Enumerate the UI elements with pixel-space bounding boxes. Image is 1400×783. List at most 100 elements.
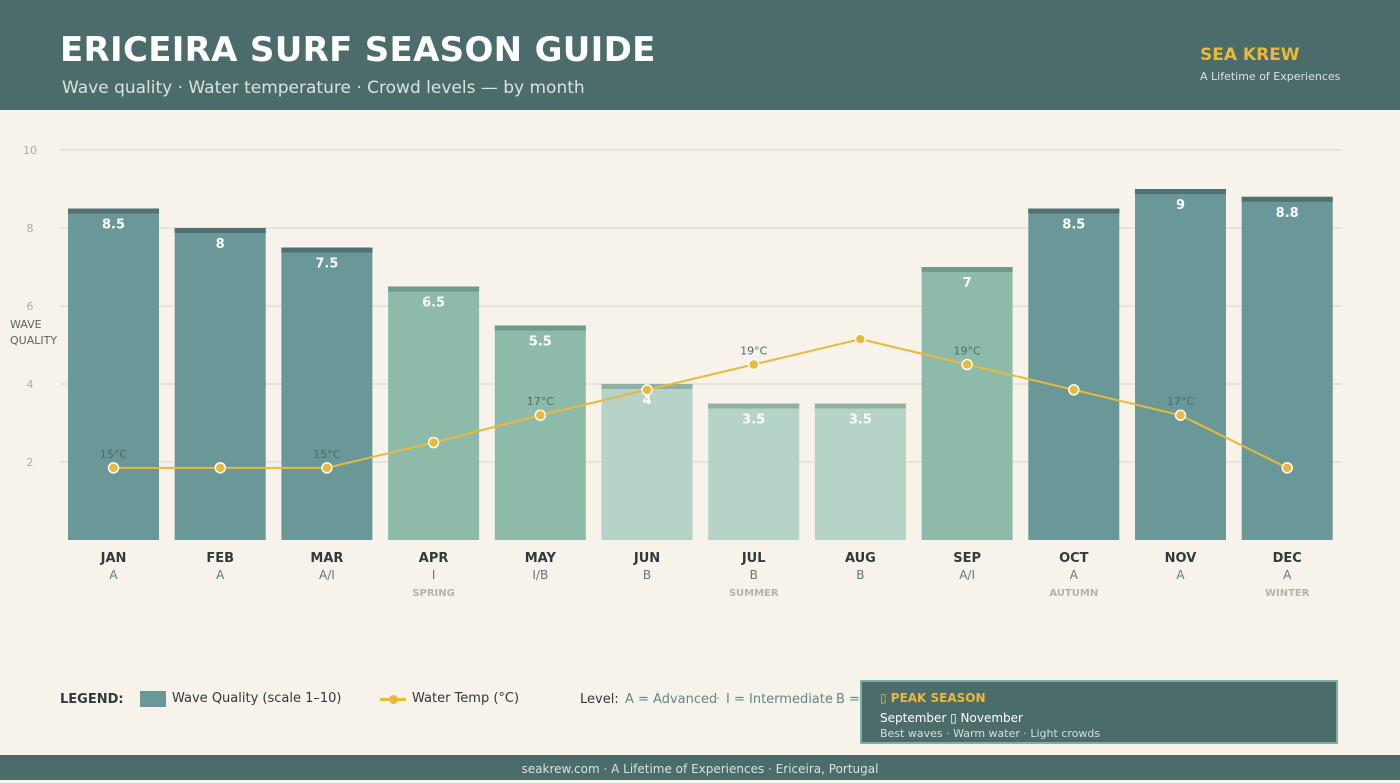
x-tick-label: OCT <box>1059 551 1089 566</box>
level-label: B <box>643 568 651 582</box>
peak-season-title: ▯ PEAK SEASON <box>880 691 986 705</box>
water-temp-point <box>534 409 547 421</box>
water-temp-point <box>321 462 333 474</box>
peak-season-details: Best waves · Warm water · Light crowds <box>880 727 1101 740</box>
level-label: A <box>216 568 225 582</box>
brand-tagline: A Lifetime of Experiences <box>1200 70 1341 83</box>
bar-cap <box>814 403 906 409</box>
bar <box>1135 189 1226 540</box>
y-axis-label: QUALITY <box>10 334 57 347</box>
level-advanced: A = Advanced <box>625 692 718 707</box>
x-tick-label: DEC <box>1273 551 1302 566</box>
bar-cap <box>921 267 1013 272</box>
water-temp-point <box>1068 384 1080 396</box>
x-tick-label: JUN <box>633 551 660 566</box>
wave-quality-swatch <box>140 691 166 707</box>
y-tick-label: 10 <box>23 144 37 157</box>
bar <box>921 267 1013 540</box>
water-temp-point <box>961 358 973 371</box>
level-label: A/I <box>959 568 975 582</box>
x-tick-label: JUL <box>741 551 766 566</box>
bar <box>281 247 373 540</box>
bar-cap <box>1135 189 1226 194</box>
water-temp-label: 15°C <box>313 448 340 461</box>
y-axis-label: WAVE <box>10 318 42 331</box>
water-temp-dot-swatch <box>389 695 398 704</box>
bar-cap <box>708 403 800 409</box>
y-tick-label: 4 <box>27 378 34 391</box>
footer-bar: seakrew.com · A Lifetime of Experiences … <box>0 755 1400 780</box>
bar <box>1028 208 1120 540</box>
level-separator: · <box>826 692 831 707</box>
bar-cap <box>281 247 373 253</box>
x-tick-label: FEB <box>206 551 234 566</box>
legend-heading: LEGEND: <box>60 692 124 707</box>
water-temp-point <box>747 358 760 371</box>
water-temp-label: 19°C <box>740 345 767 358</box>
water-temp-point <box>427 436 440 449</box>
bar <box>814 403 906 540</box>
bar <box>708 403 800 540</box>
water-temp-label: 19°C <box>954 345 981 358</box>
season-label: WINTER <box>1265 588 1310 599</box>
bar-value-label: 3.5 <box>849 413 872 428</box>
peak-season-callout: ▯ PEAK SEASON September ▯ November Best … <box>860 680 1338 744</box>
bar-cap <box>68 208 159 214</box>
level-label: A <box>1070 568 1079 582</box>
level-label: I/B <box>532 568 548 582</box>
level-separator: · <box>716 692 721 707</box>
x-tick-label: MAR <box>310 551 343 566</box>
bar <box>1241 196 1333 541</box>
bar <box>388 286 480 540</box>
page-title: ERICEIRA SURF SEASON GUIDE <box>60 30 656 70</box>
x-tick-label: NOV <box>1165 551 1197 566</box>
y-tick-label: 2 <box>27 456 34 469</box>
bar-value-label: 8.5 <box>1062 218 1085 233</box>
bar-cap <box>388 286 480 292</box>
header-banner: ERICEIRA SURF SEASON GUIDE Wave quality … <box>0 0 1400 110</box>
water-temp-point <box>641 384 653 396</box>
page-subtitle: Wave quality · Water temperature · Crowd… <box>62 78 585 98</box>
bar-value-label: 8.5 <box>102 218 125 233</box>
bar-value-label: 5.5 <box>529 335 552 350</box>
season-label: AUTUMN <box>1049 588 1098 599</box>
water-temp-point <box>1174 409 1187 421</box>
bar-cap <box>174 228 266 233</box>
bar-value-label: 3.5 <box>742 413 765 428</box>
level-intermediate: I = Intermediate <box>726 692 833 707</box>
bar-value-label: 7.5 <box>315 257 338 272</box>
x-tick-label: MAY <box>525 551 557 566</box>
level-beginner: B = <box>836 692 860 707</box>
x-tick-label: APR <box>419 551 449 566</box>
bar-value-label: 8 <box>216 237 225 252</box>
level-label: Level: <box>580 692 619 707</box>
footer-text: seakrew.com · A Lifetime of Experiences … <box>521 762 879 776</box>
x-tick-label: JAN <box>100 551 127 566</box>
level-label: B <box>750 568 758 582</box>
water-temp-point <box>214 462 226 474</box>
legend-wave-quality: Wave Quality (scale 1–10) <box>172 691 342 706</box>
bar <box>174 228 266 540</box>
level-label: I <box>432 568 436 582</box>
level-label: A/I <box>319 568 335 582</box>
bar-cap <box>1028 208 1120 214</box>
bar <box>68 208 159 540</box>
surf-season-chart: 2 4 6 8 10 WAVE QUALITY 8.5 8 7.5 6.5 5.5 4 3.5 3.5 7 8.… <box>10 144 1342 599</box>
legend-water-temp: Water Temp (°C) <box>412 691 520 706</box>
bar-cap <box>494 325 586 331</box>
bar-value-label: 7 <box>963 276 972 291</box>
season-label: SUMMER <box>729 588 779 599</box>
brand-name: SEA KREW <box>1200 45 1300 65</box>
level-label: B <box>856 568 864 582</box>
water-temp-point <box>1281 462 1293 474</box>
bar-value-label: 4 <box>642 393 651 408</box>
level-label: A <box>109 568 118 582</box>
water-temp-line <box>113 338 1288 469</box>
water-temp-label: 17°C <box>527 395 554 408</box>
bar-value-label: 8.8 <box>1276 206 1299 221</box>
water-temp-point <box>854 333 867 345</box>
y-tick-label: 6 <box>27 300 34 313</box>
peak-season-months: September ▯ November <box>880 711 1023 725</box>
x-tick-label: SEP <box>953 551 981 566</box>
season-label: SPRING <box>412 588 455 599</box>
